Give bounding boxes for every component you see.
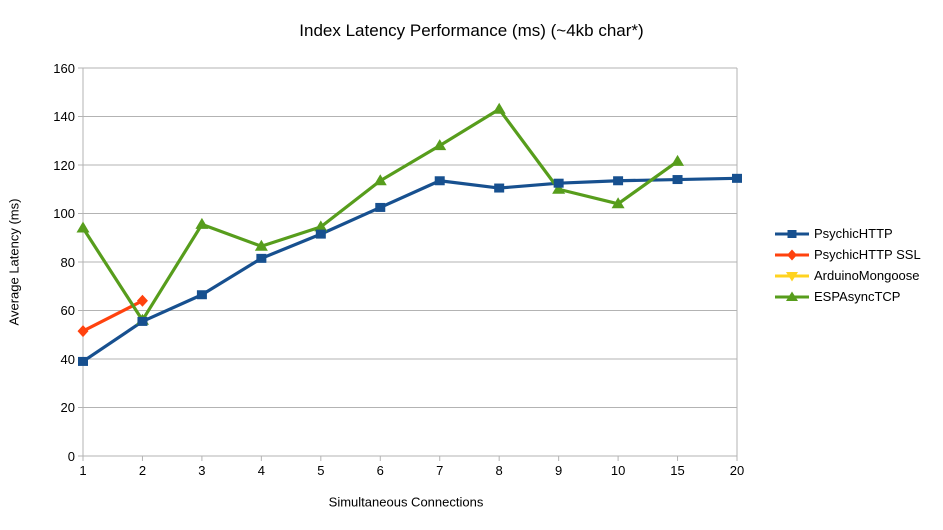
x-tick-label: 2 — [138, 463, 147, 478]
y-tick-label: 140 — [53, 109, 75, 124]
x-tick-label: 1 — [79, 463, 87, 478]
legend-triangle-up-icon — [775, 291, 809, 301]
data-point-psychichttp-ssl — [77, 325, 89, 338]
x-tick-label: 15 — [670, 463, 685, 478]
x-tick-label: 5 — [317, 463, 325, 478]
legend-square-icon — [775, 229, 809, 238]
legend-label: ESPAsyncTCP — [814, 289, 901, 304]
x-tick-label: 6 — [376, 463, 384, 478]
x-tick-label: 3 — [198, 463, 206, 478]
data-point-psychichttp — [613, 176, 624, 186]
series-line-espasynctcp — [81, 107, 679, 322]
data-point-espasynctcp — [314, 220, 328, 232]
legend-label: PsychicHTTP — [814, 226, 893, 241]
data-point-espasynctcp — [671, 154, 685, 166]
y-tick-label: 100 — [53, 206, 75, 221]
data-point-psychichttp — [494, 183, 505, 193]
data-point-psychichttp-ssl — [136, 294, 148, 307]
legend: PsychicHTTP PsychicHTTP SSL ArduinoMongoos… — [775, 223, 921, 307]
legend-diamond-icon — [775, 249, 809, 260]
data-point-psychichttp — [315, 229, 326, 239]
y-tick-label: 80 — [60, 254, 75, 270]
series-line-psychichttp — [82, 176, 738, 363]
y-tick-label: 60 — [60, 303, 75, 318]
data-point-psychichttp — [137, 316, 148, 326]
data-point-espasynctcp — [611, 197, 625, 209]
x-tick-label: 7 — [436, 463, 444, 478]
data-point-psychichttp — [553, 178, 564, 188]
data-point-psychichttp — [375, 202, 386, 212]
data-point-espasynctcp — [195, 217, 209, 229]
chart-title: Index Latency Performance (ms) (~4kb cha… — [299, 21, 644, 40]
data-point-espasynctcp — [552, 182, 566, 194]
x-tick-label: 20 — [729, 463, 745, 478]
legend-triangle-down-icon — [775, 271, 809, 281]
x-axis-title: Simultaneous Connections — [328, 494, 484, 510]
x-tick-label: 9 — [555, 463, 563, 478]
legend-label: PsychicHTTP SSL — [814, 247, 921, 262]
data-point-espasynctcp — [373, 174, 387, 186]
data-point-psychichttp — [672, 175, 683, 185]
y-tick-label: 160 — [53, 60, 75, 76]
data-point-espasynctcp — [433, 139, 447, 151]
legend-item: PsychicHTTP SSL — [775, 244, 921, 265]
legend-item: PsychicHTTP — [775, 223, 921, 244]
x-tick-label: 4 — [257, 463, 265, 478]
data-point-psychichttp — [256, 253, 267, 263]
legend-label: ArduinoMongoose — [814, 268, 920, 283]
y-tick-label: 0 — [67, 448, 75, 464]
legend-item: ArduinoMongoose — [775, 265, 921, 286]
y-tick-label: 20 — [60, 400, 75, 415]
data-point-espasynctcp — [492, 102, 506, 114]
data-point-psychichttp — [196, 290, 207, 300]
data-point-psychichttp — [78, 356, 88, 366]
data-point-psychichttp — [732, 173, 742, 183]
legend-item: ESPAsyncTCP — [775, 286, 921, 307]
x-tick-label: 8 — [495, 463, 503, 478]
y-tick-label: 120 — [53, 157, 75, 173]
data-point-espasynctcp — [76, 221, 90, 233]
data-point-espasynctcp — [254, 239, 268, 251]
y-tick-label: 40 — [60, 351, 75, 367]
x-tick-label: 10 — [610, 463, 626, 478]
data-point-psychichttp — [434, 176, 445, 186]
